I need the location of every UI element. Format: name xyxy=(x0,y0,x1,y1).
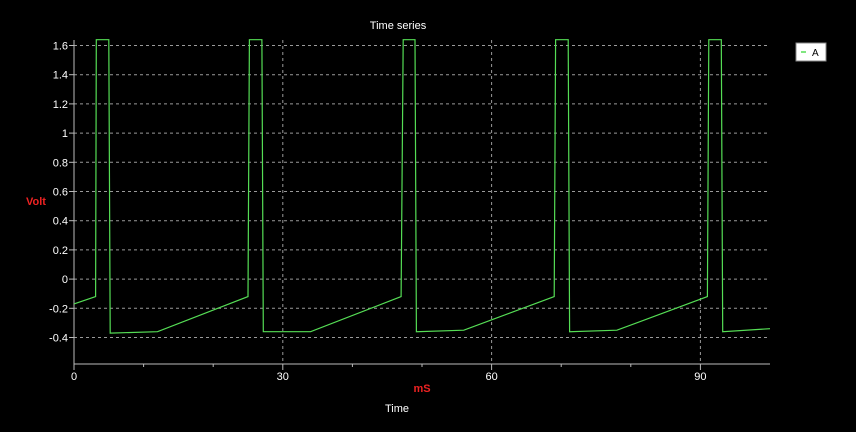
y-tick-label: 0.4 xyxy=(53,216,68,228)
legend-box xyxy=(795,42,827,62)
x-axis-label: mS xyxy=(413,383,430,395)
series-line-A xyxy=(73,39,771,334)
grid-lines xyxy=(74,40,770,364)
y-tick-label: 1.6 xyxy=(53,41,68,53)
y-axis-label: Volt xyxy=(26,196,46,208)
y-ticks: -0.4 -0.2 0 0.2 0.4 0.6 0.8 1 1.2 1.4 1.6 xyxy=(49,41,74,345)
x-tick-label: 90 xyxy=(694,371,706,383)
x-tick-label: 0 xyxy=(71,371,77,383)
x-tick-label: 30 xyxy=(277,371,289,383)
legend-label: A xyxy=(812,48,819,59)
legend: A xyxy=(795,42,827,62)
chart-title: Time series xyxy=(370,20,427,32)
y-tick-label: 0.8 xyxy=(53,157,68,169)
y-tick-label: 1.4 xyxy=(53,70,68,82)
y-tick-label: -0.2 xyxy=(49,303,68,315)
x-ticks: 0 30 60 90 xyxy=(71,364,707,383)
x-tick-label: 60 xyxy=(485,371,497,383)
y-tick-label: 1.2 xyxy=(53,99,68,111)
y-tick-label: 1 xyxy=(62,128,68,140)
plot-area xyxy=(73,39,771,334)
x-axis-subtitle: Time xyxy=(385,403,409,415)
y-tick-label: 0.2 xyxy=(53,245,68,257)
y-tick-label: 0.6 xyxy=(53,187,68,199)
y-tick-label: 0 xyxy=(62,274,68,286)
y-tick-label: -0.4 xyxy=(49,333,68,345)
